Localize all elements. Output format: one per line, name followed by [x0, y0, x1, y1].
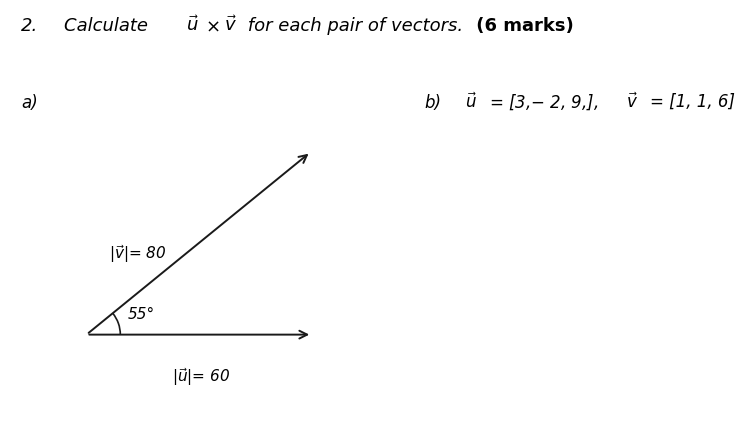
Text: = [1, 1, 6]: = [1, 1, 6] — [650, 92, 735, 110]
Text: $|\vec{u}|$= 60: $|\vec{u}|$= 60 — [172, 366, 230, 389]
Text: for each pair of vectors.: for each pair of vectors. — [242, 17, 463, 35]
Text: $\vec{u}$: $\vec{u}$ — [186, 15, 199, 35]
Text: $\vec{v}$: $\vec{v}$ — [224, 15, 237, 35]
Text: (6 marks): (6 marks) — [470, 17, 574, 35]
Text: 55°: 55° — [128, 307, 155, 322]
Text: b): b) — [425, 94, 442, 112]
Text: a): a) — [21, 94, 38, 112]
Text: $\vec{v}$: $\vec{v}$ — [626, 92, 638, 112]
Text: = [3,$-$ 2, 9,],: = [3,$-$ 2, 9,], — [489, 92, 599, 112]
Text: 2.: 2. — [21, 17, 38, 35]
Text: Calculate: Calculate — [64, 17, 153, 35]
Text: $\times$: $\times$ — [205, 17, 219, 35]
Text: $\vec{u}$: $\vec{u}$ — [465, 92, 477, 112]
Text: $|\vec{v}|$= 80: $|\vec{v}|$= 80 — [109, 243, 167, 265]
